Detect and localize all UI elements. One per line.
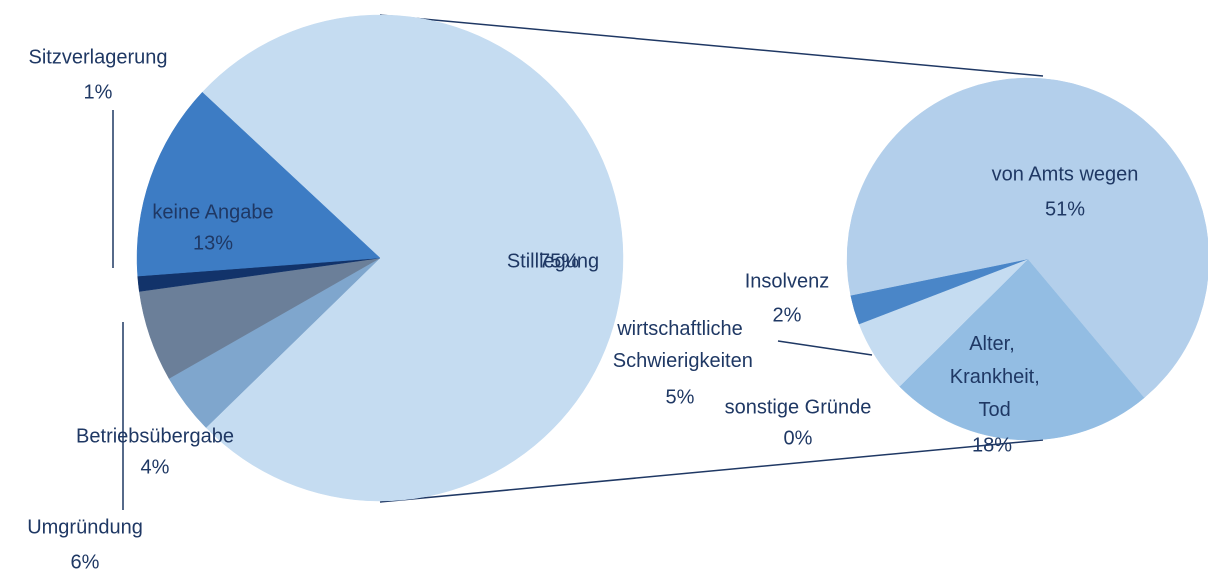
category-label: Stilllegung (507, 250, 599, 272)
value-label: 5% (666, 386, 695, 408)
category-label: Betriebsübergabe (76, 425, 234, 447)
pie-slice (136, 91, 381, 277)
value-label: 0% (784, 427, 813, 449)
value-label: 18% (972, 434, 1012, 456)
category-label: Insolvenz (745, 270, 830, 292)
value-label: 4% (141, 456, 170, 478)
category-label: keine Angabe (152, 201, 273, 223)
category-label: Umgründung (27, 516, 143, 538)
connector-line (379, 439, 1044, 503)
pie-slice (899, 258, 1145, 441)
leader-line (777, 340, 873, 356)
value-label: 6% (71, 551, 100, 573)
value-label: 13% (193, 232, 233, 254)
connectors (379, 14, 1044, 503)
category-label: wirtschaftliche Schwierigkeiten (607, 318, 753, 372)
category-label: von Amts wegen (992, 163, 1139, 185)
value-label: 51% (1045, 198, 1085, 220)
value-label: 1% (84, 81, 113, 103)
pie-slice (201, 14, 624, 502)
category-label: Sitzverlagerung (29, 46, 168, 68)
value-label: 75% (539, 250, 579, 272)
slices (136, 14, 1208, 502)
category-label: Alter, Krankheit, Tod (944, 333, 1040, 421)
category-label: sonstige Gründe (725, 396, 872, 418)
value-label: 2% (773, 304, 802, 326)
pie-slice (846, 77, 1208, 399)
connector-line (379, 14, 1044, 77)
leader-lines (112, 110, 873, 510)
